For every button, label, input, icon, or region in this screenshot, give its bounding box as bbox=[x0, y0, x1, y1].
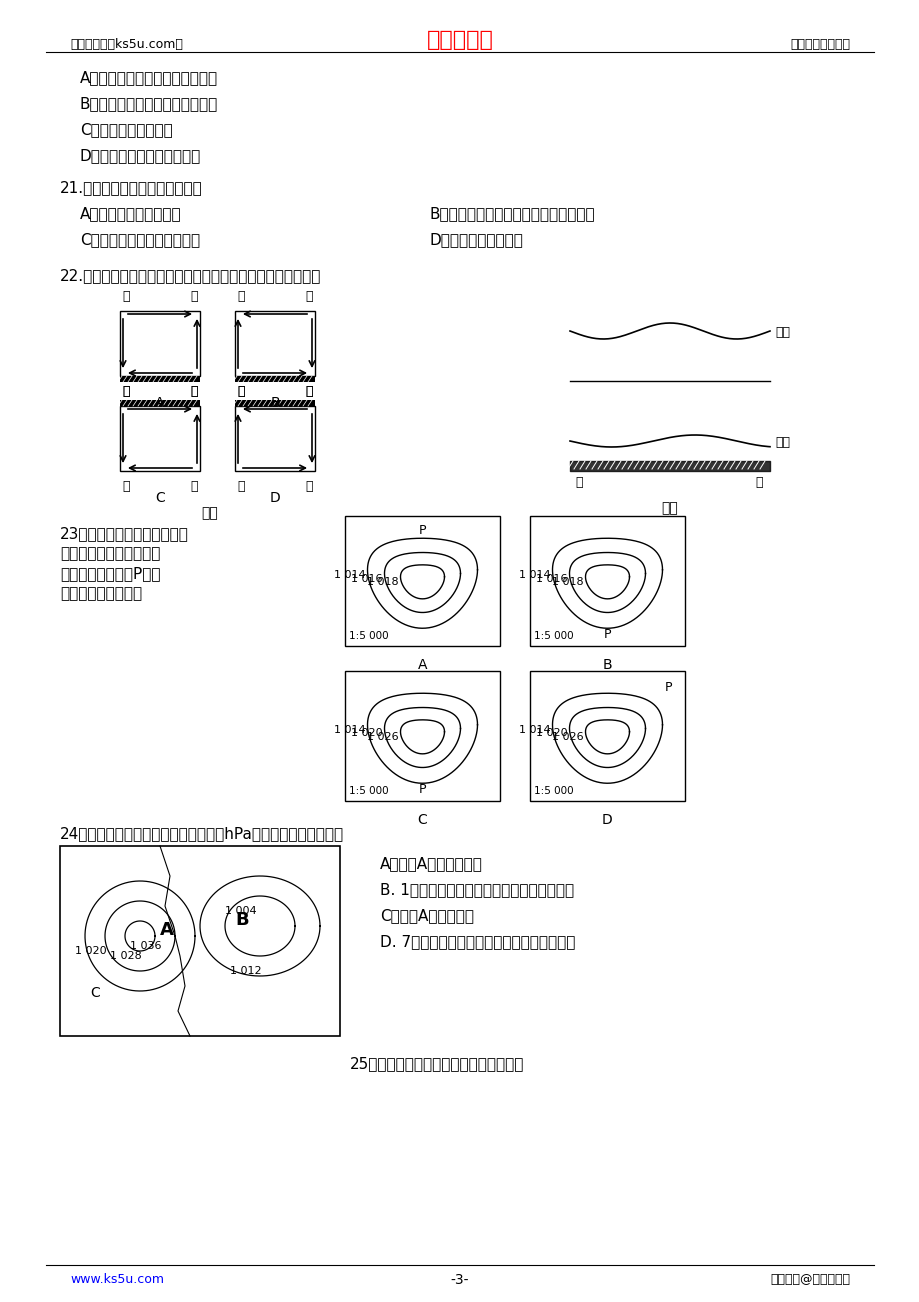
Text: D: D bbox=[601, 812, 612, 827]
Text: D．北京比上海的昼长: D．北京比上海的昼长 bbox=[429, 232, 523, 247]
Text: www.ks5u.com: www.ks5u.com bbox=[70, 1273, 164, 1286]
Text: 1:5 000: 1:5 000 bbox=[348, 786, 388, 796]
Text: 1 004: 1 004 bbox=[225, 906, 256, 917]
Text: C．北半球陆地比海洋温度低: C．北半球陆地比海洋温度低 bbox=[80, 232, 200, 247]
Text: B. 1月份时，北半球海陆气压分布如图中所示: B. 1月份时，北半球海陆气压分布如图中所示 bbox=[380, 881, 573, 897]
Text: D．巨大的海陆热力性质差异: D．巨大的海陆热力性质差异 bbox=[80, 148, 201, 163]
Text: B: B bbox=[602, 658, 612, 672]
Text: C: C bbox=[155, 491, 165, 505]
Text: 1 014: 1 014 bbox=[334, 725, 365, 734]
Text: 24．当气压分布如下图所示时（单位：hPa），下列叙述正确的是: 24．当气压分布如下图所示时（单位：hPa），下列叙述正确的是 bbox=[60, 825, 344, 841]
Text: C．常年受西风的影响: C．常年受西风的影响 bbox=[80, 122, 173, 137]
Text: 甲: 甲 bbox=[122, 385, 130, 398]
Text: A: A bbox=[155, 396, 165, 410]
Text: 甲: 甲 bbox=[574, 477, 582, 490]
Text: D. 7月份时，北半球海陆气压分布如图中所示: D. 7月份时，北半球海陆气压分布如图中所示 bbox=[380, 934, 574, 949]
Text: B．地球上气压带、风带的位置向北偏移: B．地球上气压带、风带的位置向北偏移 bbox=[429, 206, 595, 221]
Bar bbox=[234, 400, 314, 406]
Text: P: P bbox=[603, 628, 610, 641]
Text: 1:5 000: 1:5 000 bbox=[533, 786, 573, 796]
Text: 甲: 甲 bbox=[122, 290, 130, 303]
Text: 1 014: 1 014 bbox=[518, 725, 550, 734]
Text: C．此时A处吹东南风: C．此时A处吹东南风 bbox=[380, 907, 473, 923]
Text: 乙: 乙 bbox=[190, 385, 198, 398]
Text: 1:5 000: 1:5 000 bbox=[348, 631, 388, 641]
Text: P: P bbox=[418, 783, 425, 796]
Text: 甲: 甲 bbox=[237, 385, 244, 398]
Text: 乙: 乙 bbox=[190, 480, 198, 493]
Text: 1 020: 1 020 bbox=[75, 947, 107, 956]
Text: 1 026: 1 026 bbox=[367, 732, 398, 742]
Text: 版权所有@高考资源网: 版权所有@高考资源网 bbox=[769, 1273, 849, 1286]
Text: 图二: 图二 bbox=[661, 501, 677, 516]
Text: 乙: 乙 bbox=[305, 480, 312, 493]
Text: 高空: 高空 bbox=[774, 326, 789, 339]
Text: 1 018: 1 018 bbox=[551, 577, 583, 587]
Text: 乙: 乙 bbox=[190, 290, 198, 303]
Bar bbox=[529, 671, 685, 801]
Text: 在位置风力最大的是: 在位置风力最大的是 bbox=[60, 586, 142, 602]
Text: 21.当亚洲大陆亚洲高压强盛时，: 21.当亚洲大陆亚洲高压强盛时， bbox=[60, 180, 202, 195]
Text: 1 036: 1 036 bbox=[130, 941, 162, 950]
Text: 甲: 甲 bbox=[237, 480, 244, 493]
Text: A．此时A处吹东北风，: A．此时A处吹东北风， bbox=[380, 855, 482, 871]
Bar bbox=[119, 311, 199, 376]
Text: C: C bbox=[90, 986, 99, 1000]
Text: -3-: -3- bbox=[450, 1273, 469, 1286]
Bar bbox=[60, 846, 340, 1036]
Bar bbox=[119, 400, 199, 406]
Text: 乙: 乙 bbox=[754, 477, 762, 490]
Text: 高考资源网: 高考资源网 bbox=[426, 30, 493, 49]
Text: 1 012: 1 012 bbox=[230, 966, 261, 976]
Text: 压相同各点的连线。下列: 压相同各点的连线。下列 bbox=[60, 546, 160, 561]
Text: P: P bbox=[664, 681, 672, 694]
Text: 甲: 甲 bbox=[122, 480, 130, 493]
Bar bbox=[119, 376, 199, 381]
Text: A: A bbox=[160, 921, 174, 939]
Text: D: D bbox=[269, 491, 280, 505]
Text: 1 016: 1 016 bbox=[351, 573, 382, 583]
Text: 乙: 乙 bbox=[305, 290, 312, 303]
Text: B: B bbox=[234, 911, 248, 930]
Text: 甲: 甲 bbox=[237, 385, 244, 398]
Text: A: A bbox=[417, 658, 426, 672]
Text: 1 014: 1 014 bbox=[518, 570, 550, 579]
Text: 1 016: 1 016 bbox=[536, 573, 567, 583]
Bar bbox=[119, 406, 199, 471]
Bar bbox=[345, 516, 499, 646]
Text: 乙: 乙 bbox=[305, 385, 312, 398]
Text: 1 018: 1 018 bbox=[367, 577, 398, 587]
Text: B．西南季风与亚洲高压交替控制: B．西南季风与亚洲高压交替控制 bbox=[80, 96, 218, 111]
Bar bbox=[234, 376, 314, 381]
Text: 1 020: 1 020 bbox=[535, 729, 567, 738]
Text: C: C bbox=[417, 812, 427, 827]
Text: 1 026: 1 026 bbox=[551, 732, 583, 742]
Bar bbox=[345, 671, 499, 801]
Text: 22.图一中四幅热力环流图与图二所示气压分布状态图相符的是: 22.图一中四幅热力环流图与图二所示气压分布状态图相符的是 bbox=[60, 268, 321, 283]
Text: 高考资源网（ks5u.com）: 高考资源网（ks5u.com） bbox=[70, 38, 183, 51]
Text: B: B bbox=[270, 396, 279, 410]
Text: 您身边的高考专家: 您身边的高考专家 bbox=[789, 38, 849, 51]
Text: 乙: 乙 bbox=[190, 385, 198, 398]
Text: 四幅等压线图中，P点所: 四幅等压线图中，P点所 bbox=[60, 566, 160, 581]
Text: 图一: 图一 bbox=[201, 506, 218, 519]
Text: 1:5 000: 1:5 000 bbox=[533, 631, 573, 641]
Text: A．副热带高压和西风带交替控制: A．副热带高压和西风带交替控制 bbox=[80, 70, 218, 85]
Text: 1 014: 1 014 bbox=[334, 570, 365, 579]
Text: 23．等压线是某一水平面上气: 23．等压线是某一水平面上气 bbox=[60, 526, 188, 542]
Bar bbox=[529, 516, 685, 646]
Bar bbox=[234, 311, 314, 376]
Text: 甲: 甲 bbox=[122, 385, 130, 398]
Text: 25．关于气压带、风带移动的正确叙述是: 25．关于气压带、风带移动的正确叙述是 bbox=[349, 1056, 524, 1072]
Text: P: P bbox=[418, 523, 425, 536]
Text: 地面: 地面 bbox=[774, 436, 789, 449]
Text: 乙: 乙 bbox=[305, 385, 312, 398]
Text: A．太阳直射点在北半球: A．太阳直射点在北半球 bbox=[80, 206, 181, 221]
Bar bbox=[234, 406, 314, 471]
Text: 1 028: 1 028 bbox=[110, 950, 142, 961]
Text: 甲: 甲 bbox=[237, 290, 244, 303]
Text: 1 020: 1 020 bbox=[350, 729, 382, 738]
